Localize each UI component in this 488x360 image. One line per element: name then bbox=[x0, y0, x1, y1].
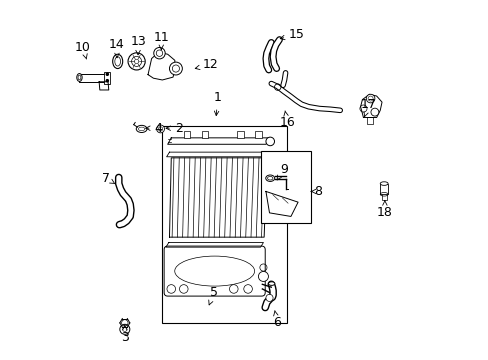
Circle shape bbox=[153, 48, 165, 59]
Text: 16: 16 bbox=[279, 111, 295, 129]
Bar bbox=[381, 194, 386, 200]
Text: 12: 12 bbox=[195, 58, 218, 72]
Text: 9: 9 bbox=[277, 163, 287, 180]
Polygon shape bbox=[167, 138, 269, 144]
Polygon shape bbox=[366, 117, 372, 123]
Text: 11: 11 bbox=[153, 31, 169, 50]
Polygon shape bbox=[165, 243, 263, 247]
FancyBboxPatch shape bbox=[164, 246, 264, 296]
Circle shape bbox=[265, 294, 272, 301]
Bar bbox=[162, 126, 287, 323]
Text: 2: 2 bbox=[166, 122, 183, 135]
Polygon shape bbox=[148, 52, 175, 80]
Bar bbox=[201, 131, 207, 138]
Text: 3: 3 bbox=[121, 325, 128, 344]
Ellipse shape bbox=[268, 282, 274, 285]
Polygon shape bbox=[169, 158, 266, 237]
Circle shape bbox=[244, 285, 252, 293]
Circle shape bbox=[370, 108, 378, 116]
Circle shape bbox=[156, 125, 164, 133]
Text: 13: 13 bbox=[130, 35, 145, 55]
Text: 10: 10 bbox=[75, 41, 91, 59]
Ellipse shape bbox=[77, 73, 82, 81]
Circle shape bbox=[128, 53, 145, 70]
Circle shape bbox=[106, 80, 108, 82]
Polygon shape bbox=[80, 73, 106, 82]
Text: 7: 7 bbox=[102, 172, 115, 185]
Circle shape bbox=[229, 285, 238, 293]
Circle shape bbox=[169, 62, 182, 75]
Circle shape bbox=[179, 285, 188, 293]
Ellipse shape bbox=[112, 54, 122, 68]
Bar bbox=[255, 131, 261, 138]
Ellipse shape bbox=[136, 125, 147, 132]
Polygon shape bbox=[265, 192, 298, 216]
Circle shape bbox=[258, 271, 268, 282]
Ellipse shape bbox=[380, 182, 387, 185]
Text: 14: 14 bbox=[109, 39, 124, 58]
Circle shape bbox=[366, 94, 374, 103]
Text: 6: 6 bbox=[273, 311, 281, 329]
Polygon shape bbox=[264, 196, 267, 210]
Circle shape bbox=[120, 324, 130, 334]
Bar bbox=[104, 72, 110, 84]
Text: 8: 8 bbox=[310, 185, 322, 198]
Polygon shape bbox=[360, 94, 381, 117]
Circle shape bbox=[166, 285, 175, 293]
Text: 5: 5 bbox=[208, 286, 218, 305]
Bar bbox=[237, 131, 244, 138]
Circle shape bbox=[265, 137, 274, 146]
Text: 1: 1 bbox=[213, 91, 221, 116]
Bar bbox=[183, 131, 190, 138]
Circle shape bbox=[106, 73, 108, 75]
Bar bbox=[380, 184, 387, 194]
Text: 17: 17 bbox=[360, 98, 376, 117]
Text: 15: 15 bbox=[280, 28, 305, 41]
Polygon shape bbox=[99, 82, 108, 90]
Text: 4: 4 bbox=[145, 122, 162, 135]
Polygon shape bbox=[166, 152, 266, 157]
Bar bbox=[260, 152, 310, 223]
Text: 18: 18 bbox=[376, 201, 392, 219]
